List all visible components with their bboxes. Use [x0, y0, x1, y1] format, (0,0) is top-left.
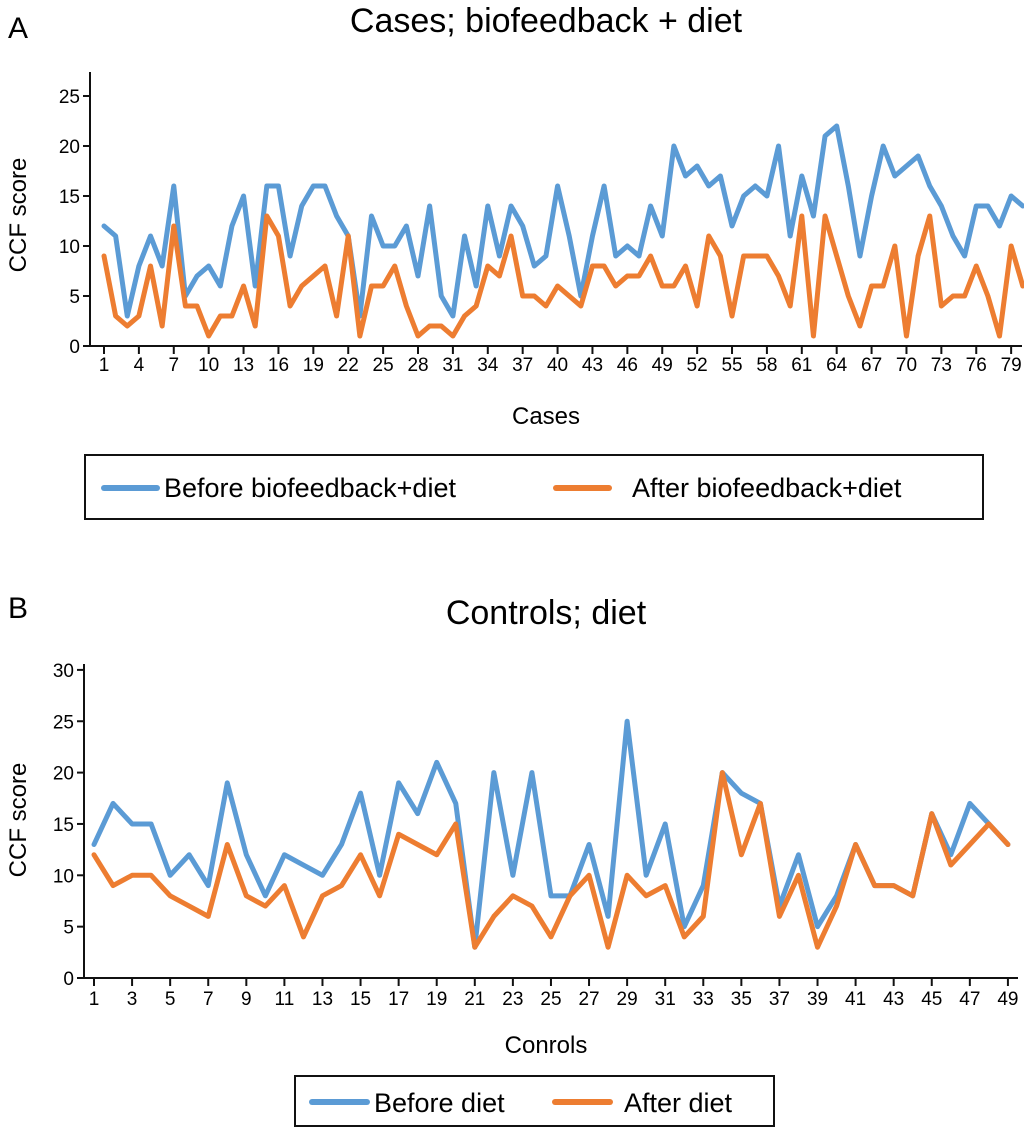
chart-b-x-tick-label: 33	[693, 989, 714, 1010]
chart-a-x-tick-label: 49	[652, 355, 673, 376]
chart-b-y-tick-label: 5	[63, 918, 74, 939]
chart-a-x-tick-label: 16	[268, 355, 289, 376]
chart-a-x-tick-label: 52	[687, 355, 708, 376]
chart-a-x-tick-label: 79	[1001, 355, 1022, 376]
chart-a-title: Cases; biofeedback + diet	[350, 2, 743, 40]
panel-b-letter: B	[8, 592, 28, 625]
chart-a-x-tick-label: 10	[198, 355, 219, 376]
chart-a-x-tick-label: 61	[791, 355, 812, 376]
chart-b-x-tick-label: 49	[997, 989, 1018, 1010]
chart-b-title: Controls; diet	[446, 594, 647, 632]
legend-label-after-biofeedback: After biofeedback+diet	[632, 473, 902, 503]
chart-b-x-tick-label: 9	[241, 989, 252, 1010]
chart-a-x-tick-label: 7	[168, 355, 179, 376]
chart-a-x-tick-label: 55	[721, 355, 742, 376]
chart-b-x-tick-label: 45	[921, 989, 942, 1010]
chart-a-x-tick-label: 46	[617, 355, 638, 376]
chart-a-x-tick-label: 43	[582, 355, 603, 376]
chart-b-legend: Before diet After diet	[294, 1075, 775, 1127]
chart-a-x-tick-label: 76	[966, 355, 987, 376]
legend-label-after-diet: After diet	[624, 1088, 733, 1118]
chart-a-x-tick-label: 4	[134, 355, 145, 376]
chart-b-x-tick-label: 43	[883, 989, 904, 1010]
chart-b-x-tick-label: 3	[127, 989, 138, 1010]
chart-a-x-tick-label: 19	[303, 355, 324, 376]
chart-a-y-tick-label: 0	[69, 337, 80, 358]
chart-b-x-tick-label: 17	[388, 989, 409, 1010]
chart-a-x-tick-label: 34	[477, 355, 499, 376]
chart-a-x-tick-label: 37	[512, 355, 533, 376]
chart-b-x-tick-label: 29	[617, 989, 638, 1010]
chart-b-y-tick-label: 0	[63, 969, 74, 990]
chart-b-y-tick-label: 30	[53, 661, 74, 682]
legend-label-before-diet: Before diet	[374, 1088, 505, 1118]
chart-b-lines	[91, 718, 1011, 950]
chart-a-x-tick-label: 13	[233, 355, 254, 376]
chart-b-legend-box	[294, 1075, 775, 1127]
chart-a-x-tick-label: 73	[931, 355, 952, 376]
chart-b-x-tick-label: 11	[275, 989, 295, 1010]
chart-b-x-tick-label: 35	[731, 989, 752, 1010]
chart-b-line-before-diet	[91, 718, 1011, 950]
chart-b-x-tick-label: 23	[502, 989, 523, 1010]
chart-a-line-before-biofeedback-diet	[101, 123, 1024, 319]
chart-b-xlabel: Conrols	[505, 1032, 588, 1059]
chart-b-x-tick-label: 37	[769, 989, 790, 1010]
chart-b-x-tick-label: 1	[89, 989, 100, 1010]
chart-a-y-tick-label: 15	[59, 187, 80, 208]
chart-a-xlabel: Cases	[512, 403, 580, 430]
chart-a-axes: 0 5 10 15 20 25 1 4 7 10 13 16 19 22 25 28 31 34 37 40 43 46 4…	[59, 72, 1022, 376]
chart-b-x-tick-label: 25	[540, 989, 561, 1010]
chart-a-x-tick-label: 28	[407, 355, 428, 376]
chart-a-lines	[101, 123, 1024, 339]
chart-a-y-tick-label: 5	[69, 287, 80, 308]
chart-b-y-tick-label: 15	[53, 815, 74, 836]
chart-b-y-tick-label: 20	[53, 764, 74, 785]
chart-b-x-tick-label: 31	[655, 989, 676, 1010]
chart-b-x-tick-label: 27	[578, 989, 599, 1010]
chart-a-y-tick-label: 10	[59, 237, 80, 258]
chart-a-x-tick-label: 31	[442, 355, 463, 376]
chart-a-x-tick-label: 25	[373, 355, 394, 376]
chart-a-line-after-biofeedback-diet	[101, 213, 1024, 339]
chart-b-x-tick-label: 39	[807, 989, 828, 1010]
chart-a-legend: Before biofeedback+diet After biofeedbac…	[84, 454, 984, 520]
chart-b-x-tick-label: 21	[464, 989, 485, 1010]
panel-a-letter: A	[8, 12, 28, 45]
chart-b-x-tick-label: 7	[203, 989, 214, 1010]
chart-b-ylabel: CCF score	[5, 763, 32, 878]
chart-a-x-tick-label: 40	[547, 355, 568, 376]
chart-a-y-tick-label: 20	[59, 137, 80, 158]
legend-label-before-biofeedback: Before biofeedback+diet	[164, 473, 456, 503]
chart-b-x-tick-label: 41	[845, 989, 866, 1010]
chart-b-x-tick-label: 5	[165, 989, 176, 1010]
chart-b-x-tick-label: 13	[312, 989, 333, 1010]
chart-b-y-tick-label: 10	[53, 866, 74, 887]
chart-a-y-tick-label: 25	[59, 87, 80, 108]
chart-b-x-tick-label: 47	[959, 989, 980, 1010]
chart-b-x-tick-label: 19	[426, 989, 447, 1010]
chart-a-x-tick-label: 64	[826, 355, 848, 376]
chart-b-y-tick-label: 25	[53, 712, 74, 733]
chart-b-x-tick-label: 15	[350, 989, 371, 1010]
chart-a-x-tick-label: 70	[896, 355, 917, 376]
chart-a-x-tick-label: 22	[338, 355, 359, 376]
chart-a-x-tick-label: 67	[861, 355, 882, 376]
chart-a-legend-box	[84, 454, 984, 520]
chart-a-x-tick-label: 1	[99, 355, 110, 376]
chart-a-x-tick-label: 58	[756, 355, 777, 376]
chart-a-ylabel: CCF score	[5, 158, 32, 273]
